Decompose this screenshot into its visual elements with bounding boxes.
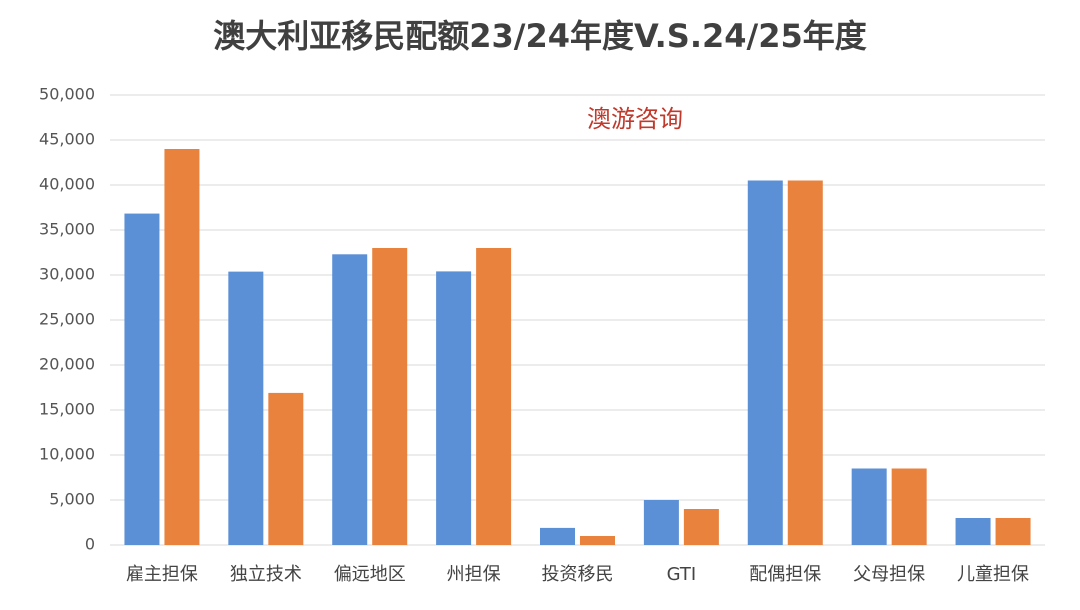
y-tick-label: 15,000	[39, 400, 95, 419]
x-tick-label: 投资移民	[542, 564, 614, 585]
x-tick-label: 雇主担保	[126, 564, 198, 585]
bar	[436, 271, 472, 545]
bar	[747, 180, 783, 545]
x-tick-label: GTI	[667, 564, 697, 585]
y-tick-label: 45,000	[39, 130, 95, 149]
chart-title: 澳大利亚移民配额23/24年度V.S.24/25年度	[213, 17, 867, 55]
x-tick-label: 配偶担保	[749, 564, 821, 585]
x-tick-label: 儿童担保	[957, 564, 1029, 585]
bar	[787, 180, 823, 545]
x-tick-label: 父母担保	[853, 564, 925, 585]
watermark: 澳游咨询	[587, 105, 683, 133]
bar	[683, 509, 719, 545]
y-tick-label: 30,000	[39, 265, 95, 284]
y-tick-label: 50,000	[39, 85, 95, 104]
bar	[995, 518, 1031, 545]
y-tick-label: 40,000	[39, 175, 95, 194]
bar	[891, 468, 927, 545]
bar	[643, 500, 679, 545]
bar	[955, 518, 991, 545]
y-tick-label: 35,000	[39, 220, 95, 239]
bar	[228, 271, 264, 545]
bar	[851, 468, 887, 545]
y-tick-label: 0	[85, 535, 95, 554]
bar	[580, 536, 615, 545]
bar	[268, 392, 304, 545]
bar	[164, 149, 200, 545]
x-tick-label: 独立技术	[230, 564, 302, 585]
y-tick-label: 20,000	[39, 355, 95, 374]
bar	[332, 254, 368, 546]
y-tick-label: 25,000	[39, 310, 95, 329]
y-tick-label: 5,000	[49, 490, 95, 509]
bar	[476, 248, 512, 545]
x-tick-label: 偏远地区	[334, 564, 406, 585]
bar	[540, 527, 575, 545]
bar	[372, 248, 408, 545]
y-tick-label: 10,000	[39, 445, 95, 464]
bar	[124, 213, 160, 545]
x-tick-label: 州担保	[447, 564, 501, 585]
